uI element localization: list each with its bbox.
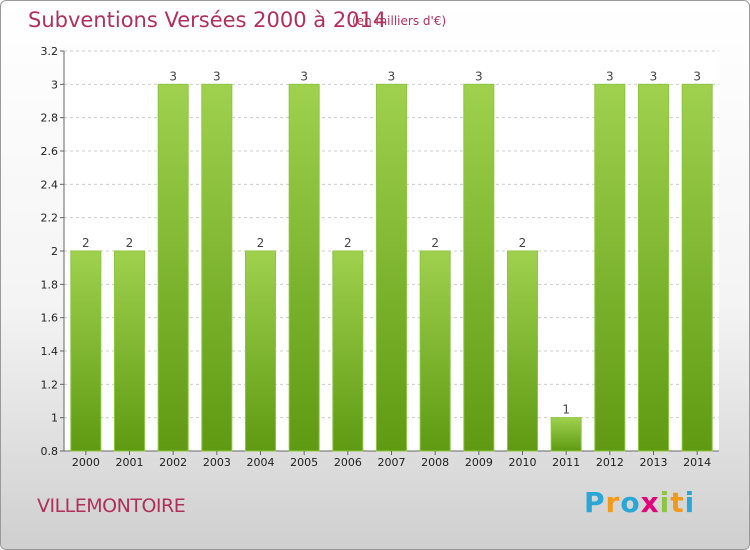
data-label: 3 <box>475 69 483 83</box>
x-tick-label: 2002 <box>159 456 187 469</box>
y-tick-label: 3 <box>51 78 58 91</box>
x-tick-label: 2007 <box>378 456 406 469</box>
y-tick-label: 1 <box>51 412 58 425</box>
y-tick-label: 1.6 <box>41 312 59 325</box>
x-tick-label: 2006 <box>334 456 362 469</box>
x-tick-label: 2000 <box>72 456 100 469</box>
bar <box>288 83 320 452</box>
y-tick-label: 2.8 <box>41 112 59 125</box>
bar <box>70 250 102 452</box>
x-tick-label: 2010 <box>509 456 537 469</box>
x-tick-label: 2004 <box>247 456 275 469</box>
proxiti-logo: Proxiti <box>584 486 695 519</box>
y-tick-label: 2.6 <box>41 145 59 158</box>
data-label: 3 <box>606 69 614 83</box>
bar <box>376 83 407 452</box>
bar <box>201 83 233 452</box>
logo-letter: x <box>640 486 660 519</box>
data-label: 2 <box>82 236 90 250</box>
bar <box>245 250 276 452</box>
data-label: 3 <box>169 69 177 83</box>
data-label: 3 <box>693 69 701 83</box>
y-tick-label: 2 <box>51 245 58 258</box>
data-label: 1 <box>562 403 570 417</box>
x-tick-label: 2012 <box>596 456 624 469</box>
logo-letter: i <box>684 486 696 519</box>
chart-title: Subventions Versées 2000 à 2014 <box>28 8 387 32</box>
x-tick-label: 2014 <box>683 456 711 469</box>
logo-letter: i <box>659 486 671 519</box>
bar <box>114 250 145 452</box>
y-tick-label: 0.8 <box>41 445 59 458</box>
data-label: 2 <box>344 236 352 250</box>
bar <box>681 83 713 452</box>
bar <box>507 250 538 452</box>
data-label: 2 <box>431 236 439 250</box>
x-tick-label: 2005 <box>290 456 318 469</box>
data-label: 2 <box>126 236 134 250</box>
logo-letter: P <box>584 486 606 519</box>
bar <box>157 83 189 452</box>
x-tick-label: 2011 <box>552 456 580 469</box>
x-tick-label: 2013 <box>640 456 668 469</box>
y-tick-label: 1.8 <box>41 278 59 291</box>
bar <box>638 83 669 452</box>
data-label: 2 <box>519 236 527 250</box>
logo-letter: r <box>605 486 621 519</box>
data-label: 3 <box>213 69 221 83</box>
place-name: VILLEMONTOIRE <box>37 495 186 517</box>
y-tick-label: 1.2 <box>41 378 59 391</box>
bar <box>550 417 582 452</box>
chart-unit: (en milliers d'€) <box>352 14 447 28</box>
y-tick-label: 2.2 <box>41 212 59 225</box>
y-tick-label: 2.4 <box>41 178 59 191</box>
data-label: 3 <box>650 69 658 83</box>
bar <box>332 250 364 452</box>
bar <box>463 83 495 452</box>
data-label: 3 <box>388 69 396 83</box>
x-tick-label: 2003 <box>203 456 231 469</box>
bar <box>419 250 451 452</box>
x-tick-label: 2001 <box>116 456 144 469</box>
logo-letter: o <box>620 486 641 519</box>
logo-letter: t <box>670 486 685 519</box>
data-label: 2 <box>257 236 265 250</box>
data-label: 3 <box>300 69 308 83</box>
x-tick-label: 2008 <box>421 456 449 469</box>
y-tick-label: 1.4 <box>41 345 59 358</box>
bar <box>594 83 626 452</box>
x-tick-label: 2009 <box>465 456 493 469</box>
y-tick-label: 3.2 <box>41 45 59 58</box>
